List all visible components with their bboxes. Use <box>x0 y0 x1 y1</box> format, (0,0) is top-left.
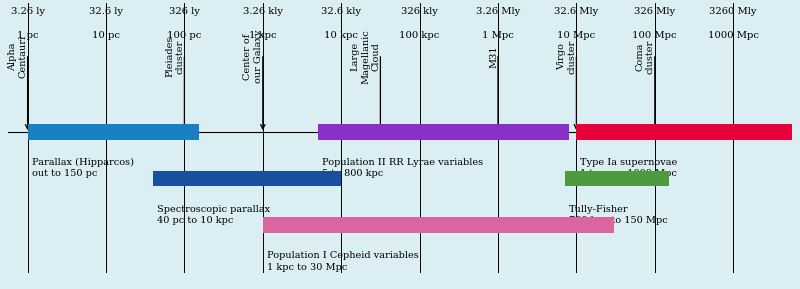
Text: Center of
our Galaxy: Center of our Galaxy <box>243 30 262 84</box>
Text: 100 kpc: 100 kpc <box>399 31 440 40</box>
Text: Coma
cluster: Coma cluster <box>635 40 655 74</box>
Text: Parallax (Hipparcos)
out to 150 pc: Parallax (Hipparcos) out to 150 pc <box>31 158 134 178</box>
Text: 100 Mpc: 100 Mpc <box>633 31 677 40</box>
Text: Population I Cepheid variables
1 kpc to 30 Mpc: Population I Cepheid variables 1 kpc to … <box>266 251 418 272</box>
Text: 3.26 kly: 3.26 kly <box>243 7 283 16</box>
Text: 1 Mpc: 1 Mpc <box>482 31 514 40</box>
Bar <box>262 217 614 233</box>
Text: Tully-Fisher
700 kpc to 150 Mpc: Tully-Fisher 700 kpc to 150 Mpc <box>569 205 667 225</box>
Text: 326 ly: 326 ly <box>169 7 200 16</box>
Bar <box>153 171 342 186</box>
Bar <box>318 124 569 140</box>
Text: 1000 Mpc: 1000 Mpc <box>708 31 758 40</box>
Text: 100 pc: 100 pc <box>167 31 202 40</box>
Text: Population II RR Lyrae variables
5 to 800 kpc: Population II RR Lyrae variables 5 to 80… <box>322 158 482 178</box>
Text: Large
Magellanic
Cloud: Large Magellanic Cloud <box>350 29 381 84</box>
Text: Spectroscopic parallax
40 pc to 10 kpc: Spectroscopic parallax 40 pc to 10 kpc <box>157 205 270 225</box>
Text: 1 pc: 1 pc <box>17 31 38 40</box>
Text: Pleiades
cluster: Pleiades cluster <box>165 36 184 77</box>
Text: 326 Mly: 326 Mly <box>634 7 675 16</box>
Text: 10 kpc: 10 kpc <box>324 31 358 40</box>
Text: M31: M31 <box>489 45 498 68</box>
Text: 32.6 ly: 32.6 ly <box>89 7 123 16</box>
Text: 10 Mpc: 10 Mpc <box>558 31 595 40</box>
Bar <box>565 171 669 186</box>
Text: 326 kly: 326 kly <box>401 7 438 16</box>
Text: 32.6 kly: 32.6 kly <box>322 7 362 16</box>
Text: 3260 Mly: 3260 Mly <box>710 7 757 16</box>
Text: 32.6 Mly: 32.6 Mly <box>554 7 598 16</box>
Text: Virgo
cluster: Virgo cluster <box>557 40 577 74</box>
Bar <box>577 124 800 140</box>
Text: 1 kpc: 1 kpc <box>249 31 277 40</box>
Text: Type Ia supernovae
1 to over 1000 Mpc: Type Ia supernovae 1 to over 1000 Mpc <box>580 158 678 178</box>
Text: 10 pc: 10 pc <box>92 31 120 40</box>
Text: 3.26 Mly: 3.26 Mly <box>476 7 520 16</box>
Text: 3.26 ly: 3.26 ly <box>10 7 45 16</box>
Text: Alpha
Centauri: Alpha Centauri <box>8 35 27 78</box>
Bar <box>27 124 198 140</box>
